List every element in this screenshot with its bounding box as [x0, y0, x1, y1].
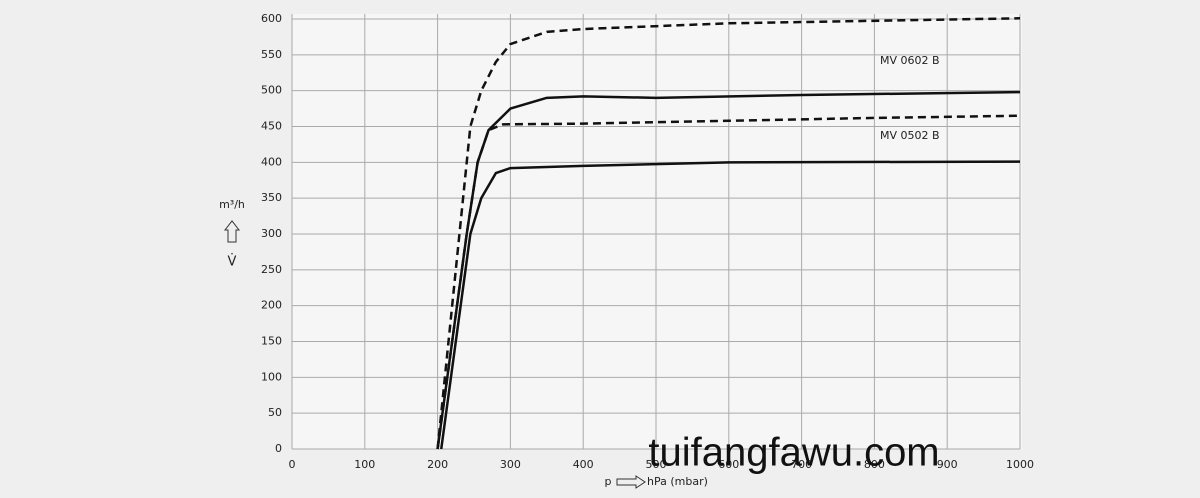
y-axis-label: m³/h	[219, 198, 245, 211]
x-tick-label: 400	[573, 458, 594, 471]
y-tick-label: 500	[261, 84, 282, 97]
y-tick-label: 550	[261, 48, 282, 61]
y-tick-label: 200	[261, 299, 282, 312]
x-axis-label: hPa (mbar)	[647, 475, 708, 488]
annotation: MV 0602 B	[880, 54, 940, 67]
x-tick-label: 500	[646, 458, 667, 471]
y-tick-label: 300	[261, 227, 282, 240]
x-tick-label: 0	[289, 458, 296, 471]
x-tick-label: 900	[937, 458, 958, 471]
x-tick-label: 200	[427, 458, 448, 471]
y-tick-label: 50	[268, 406, 282, 419]
x-tick-label: 700	[791, 458, 812, 471]
plot-area	[292, 14, 1022, 449]
line-series	[436, 17, 1021, 450]
x-axis-arrow	[616, 475, 646, 489]
x-axis-symbol: p	[605, 475, 612, 488]
x-tick-label: 800	[864, 458, 885, 471]
line-series	[436, 114, 1021, 450]
y-tick-label: 100	[261, 370, 282, 383]
y-tick-label: 350	[261, 191, 282, 204]
annotation: MV 0502 B	[880, 129, 940, 142]
line-series	[436, 90, 1021, 450]
x-tick-label: 600	[718, 458, 739, 471]
watermark: tuifangfawu.com	[648, 431, 939, 475]
x-tick-label: 1000	[1006, 458, 1034, 471]
y-axis-arrow	[223, 220, 241, 243]
y-tick-label: 0	[275, 442, 282, 455]
y-tick-label: 250	[261, 263, 282, 276]
y-tick-label: 400	[261, 155, 282, 168]
y-axis-symbol: V̇	[228, 254, 237, 269]
x-tick-label: 300	[500, 458, 521, 471]
x-tick-label: 100	[354, 458, 375, 471]
y-tick-label: 450	[261, 120, 282, 133]
y-tick-label: 150	[261, 335, 282, 348]
line-series	[440, 160, 1021, 450]
y-tick-label: 600	[261, 12, 282, 25]
